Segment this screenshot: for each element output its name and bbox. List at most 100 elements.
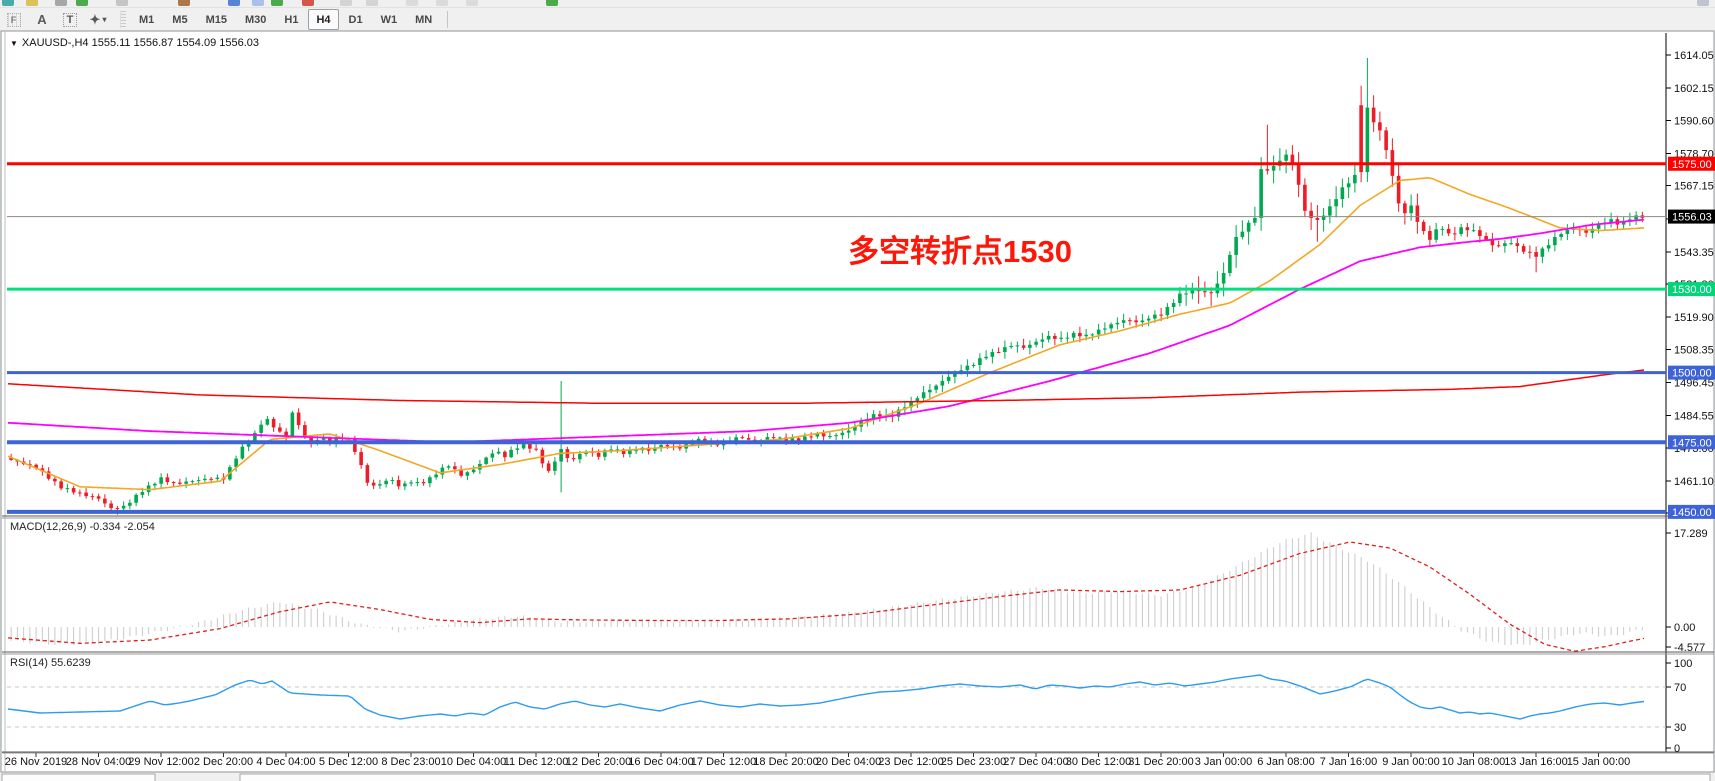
price-badge-text: 1450.00 [1672, 507, 1712, 519]
time-axis-label: 17 Dec 12:00 [691, 756, 756, 768]
time-axis-label: 6 Jan 08:00 [1257, 756, 1315, 768]
time-axis-label: 31 Dec 20:00 [1128, 756, 1193, 768]
timeframe-button-M1[interactable]: M1 [139, 13, 155, 26]
timeframe-button-M5[interactable]: M5 [172, 13, 188, 26]
toolbar-icon-sliver [178, 0, 190, 6]
rsi-axis-label: 70 [1674, 682, 1686, 694]
price-badge-1500.00 [1668, 365, 1715, 380]
toolbar-icon-sliver [406, 0, 418, 6]
time-axis-label: 10 Dec 04:00 [441, 756, 506, 768]
timeframe-button-M30[interactable]: M30 [244, 13, 267, 26]
toolbar-icon-sliver [116, 0, 128, 6]
arrows-tool-icon[interactable]: ✦ ▾ [89, 11, 107, 27]
toolbar-icon-sliver [252, 0, 264, 6]
dropdown-icon[interactable]: ▼ [10, 39, 18, 48]
time-axis-label: 5 Dec 12:00 [319, 756, 378, 768]
toolbar-icon-sliver [26, 0, 38, 6]
price-badge-text: 1556.03 [1672, 212, 1712, 224]
price-axis-tick-label: 1519.90 [1674, 312, 1714, 324]
macd-label: MACD(12,26,9) -0.334 -2.054 [10, 521, 155, 533]
ma-magenta [7, 218, 1645, 444]
timeframe-button-H1[interactable]: H1 [284, 13, 299, 26]
rsi-axis-label: 100 [1674, 658, 1692, 670]
price-badge-text: 1475.00 [1672, 437, 1712, 449]
macd-axis-label: 0.00 [1674, 622, 1695, 634]
time-axis-label: 12 Dec 20:00 [566, 756, 631, 768]
price-axis-tick-label: 1543.35 [1674, 247, 1714, 259]
rsi-label: RSI(14) 55.6239 [10, 657, 91, 669]
time-axis-label: 25 Dec 23:00 [941, 756, 1006, 768]
toolbar-icon-sliver [271, 0, 283, 6]
toolbar-icon-sliver [466, 0, 478, 6]
toolbar-icon-sliver [546, 0, 558, 6]
time-axis-label: 27 Dec 04:00 [1003, 756, 1068, 768]
annotation-text[interactable]: 多空转折点1530 [848, 234, 1072, 269]
symbol-ohlc-text: XAUUSD-,H4 1555.11 1556.87 1554.09 1556.… [21, 37, 260, 49]
bottom-tab[interactable] [1, 773, 156, 781]
time-axis-label: 15 Jan 00:00 [1567, 756, 1631, 768]
chart-toolbar: F A T ✦ ▾ M1 M5 M15 M30 H1 H4 D1 W1 MN [0, 8, 1715, 31]
price-axis-tick-label: 1602.15 [1674, 83, 1714, 95]
time-axis-label: 9 Jan 00:00 [1382, 756, 1440, 768]
time-axis-label: 16 Dec 04:00 [628, 756, 693, 768]
price-badge-1530.00 [1668, 282, 1715, 297]
timeframe-button-MN[interactable]: MN [415, 13, 433, 26]
time-axis-label: 23 Dec 12:00 [878, 756, 943, 768]
ma-orange [7, 177, 1645, 491]
timeframe-button-M15[interactable]: M15 [205, 13, 227, 26]
macd-signal-line [7, 541, 1645, 652]
time-axis-label: 2 Dec 20:00 [194, 756, 253, 768]
toolbar-icon-sliver [302, 0, 314, 6]
symbol-title: ▼ XAUUSD-,H4 1555.11 1556.87 1554.09 1556… [10, 37, 259, 49]
toolbar-icon-sliver [55, 0, 67, 6]
price-axis-tick-label: 1567.15 [1674, 181, 1714, 193]
chevron-down-icon: ▾ [102, 15, 107, 24]
price-badge-1450.00 [1668, 504, 1715, 519]
time-axis-label: 20 Dec 04:00 [816, 756, 881, 768]
price-axis-tick-label: 1496.45 [1674, 378, 1714, 390]
timeframe-button-D1[interactable]: D1 [348, 13, 363, 26]
time-axis-label: 11 Dec 12:00 [504, 756, 569, 768]
price-badge-text: 1530.00 [1672, 284, 1712, 296]
rsi-line [7, 674, 1645, 720]
price-axis-tick-label: 1508.35 [1674, 344, 1714, 356]
rsi-axis-label: 0 [1674, 743, 1680, 755]
text-tool-icon[interactable]: A [37, 12, 47, 27]
toolbar-icon-sliver [340, 0, 352, 6]
timeframe-button-W1[interactable]: W1 [380, 13, 398, 26]
toolbar-icon-sliver [76, 0, 88, 6]
rsi-axis-label: 30 [1674, 722, 1686, 734]
time-axis-label: 29 Nov 12:00 [128, 756, 193, 768]
label-tool-icon[interactable]: T [58, 10, 82, 29]
bottom-panel [239, 773, 1711, 781]
time-axis-label: 8 Dec 23:00 [381, 756, 440, 768]
time-axis-label: 13 Jan 16:00 [1504, 756, 1568, 768]
price-axis-tick-label: 1614.05 [1674, 50, 1714, 62]
macd-pane [10, 532, 1643, 646]
ma-red [7, 369, 1645, 405]
time-axis-label: 26 Nov 2019 [5, 756, 67, 768]
timeframe-buttons: M1 M5 M15 M30 H1 H4 D1 W1 MN [130, 9, 441, 30]
toolbar-grip[interactable] [120, 11, 126, 28]
fibonacci-tool-icon[interactable]: F [2, 10, 26, 29]
candles-group [9, 57, 1645, 515]
time-axis-label: 10 Jan 08:00 [1442, 756, 1506, 768]
main-toolbar-clipped [0, 0, 1715, 8]
price-badge-1575.00 [1668, 156, 1715, 171]
time-axis-label: 30 Dec 12:00 [1066, 756, 1131, 768]
time-axis-label: 4 Dec 04:00 [256, 756, 315, 768]
toolbar-separator [447, 11, 449, 28]
timeframe-button-H4[interactable]: H4 [308, 9, 339, 30]
toolbar-icon-sliver [228, 0, 240, 6]
time-axis-label: 3 Jan 00:00 [1195, 756, 1253, 768]
toolbar-icon-sliver [2, 0, 14, 6]
price-badge-1556.03 [1668, 209, 1715, 224]
price-axis-tick-label: 1590.60 [1674, 115, 1714, 127]
price-axis-tick-label: 1484.55 [1674, 411, 1714, 423]
time-axis-label: 28 Nov 04:00 [66, 756, 131, 768]
toolbar-icon-sliver [436, 0, 448, 6]
time-axis-label: 18 Dec 20:00 [753, 756, 818, 768]
time-axis-label: 7 Jan 16:00 [1320, 756, 1378, 768]
price-badge-1475.00 [1668, 435, 1715, 450]
